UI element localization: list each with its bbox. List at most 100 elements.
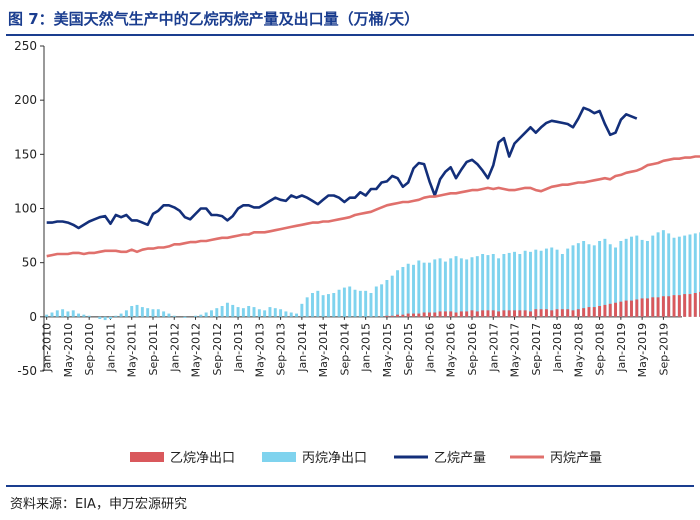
bar-propane-export xyxy=(614,247,618,317)
bar-propane-export xyxy=(635,235,639,317)
legend: 乙烷净出口 丙烷净出口 乙烷产量 丙烷产量 xyxy=(130,451,602,466)
bar-propane-export xyxy=(194,315,197,317)
legend-label: 丙烷产量 xyxy=(550,451,602,466)
x-tick-label: Sep-2010 xyxy=(83,323,96,376)
bar-propane-export xyxy=(624,238,628,317)
legend-label: 丙烷净出口 xyxy=(302,451,367,466)
x-tick-label: Sep-2017 xyxy=(530,323,543,376)
bars xyxy=(45,230,700,321)
bar-propane-export xyxy=(608,244,612,317)
bar-ethane-export xyxy=(624,300,628,317)
bar-ethane-export xyxy=(550,310,554,317)
bar-propane-export xyxy=(300,303,304,317)
bar-propane-export xyxy=(236,307,240,317)
bar-propane-export xyxy=(289,312,293,317)
bar-ethane-export xyxy=(475,311,479,317)
x-tick-label: May-2011 xyxy=(126,323,139,378)
bar-propane-export xyxy=(130,306,134,317)
bar-propane-export xyxy=(108,316,112,319)
bar-propane-export xyxy=(433,259,437,317)
bar-propane-export xyxy=(683,235,687,317)
bar-ethane-export xyxy=(534,309,538,317)
bar-ethane-export xyxy=(497,311,501,317)
bar-propane-export xyxy=(284,311,288,317)
bar-ethane-export xyxy=(449,311,453,317)
bar-ethane-export xyxy=(555,309,559,317)
lines xyxy=(46,106,700,258)
bar-propane-export xyxy=(204,312,208,317)
y-tick-label: -50 xyxy=(17,364,37,378)
x-tick-label: Jan-2013 xyxy=(232,323,245,373)
legend-label: 乙烷产量 xyxy=(434,451,486,466)
source-note: 资料来源：EIA，申万宏源研究 xyxy=(10,497,187,512)
bar-propane-export xyxy=(576,243,580,317)
bar-propane-export xyxy=(630,236,633,317)
bar-ethane-export xyxy=(614,302,618,317)
bar-propane-export xyxy=(592,245,596,317)
line-ethane-production xyxy=(46,106,638,230)
bar-ethane-export xyxy=(481,310,485,317)
bar-propane-export xyxy=(587,244,591,317)
bar-propane-export xyxy=(645,241,649,317)
bar-propane-export xyxy=(135,304,139,317)
bar-propane-export xyxy=(523,250,527,317)
bar-propane-export xyxy=(342,287,346,317)
x-tick-label: May-2012 xyxy=(190,323,203,378)
bar-propane-export xyxy=(50,312,54,317)
bar-ethane-export xyxy=(608,303,612,317)
bar-propane-export xyxy=(582,241,586,317)
bar-ethane-export xyxy=(401,314,405,317)
bar-propane-export xyxy=(140,307,144,317)
bar-propane-export xyxy=(661,230,665,317)
bar-propane-export xyxy=(241,308,245,317)
bar-propane-export xyxy=(385,280,389,317)
bar-propane-export xyxy=(502,254,506,317)
bar-propane-export xyxy=(353,289,357,317)
bar-propane-export xyxy=(550,247,554,317)
bar-ethane-export xyxy=(587,307,591,317)
bar-propane-export xyxy=(167,313,171,317)
bar-propane-export xyxy=(443,261,447,317)
x-tick-label: May-2019 xyxy=(636,323,649,378)
x-tick-label: May-2014 xyxy=(317,323,330,378)
bar-ethane-export xyxy=(566,309,570,317)
bar-ethane-export xyxy=(592,307,596,317)
bar-propane-export xyxy=(199,314,203,317)
bar-propane-export xyxy=(544,248,548,317)
x-tick-label: May-2013 xyxy=(253,323,266,378)
x-tick-label: Jan-2018 xyxy=(551,323,564,373)
bar-propane-export xyxy=(497,258,501,317)
bar-propane-export xyxy=(156,309,160,317)
x-tick-label: Sep-2018 xyxy=(594,323,607,376)
y-tick-label: 250 xyxy=(14,39,37,53)
bar-ethane-export xyxy=(667,296,671,317)
bar-propane-export xyxy=(337,289,341,317)
bar-propane-export xyxy=(656,232,660,317)
bar-propane-export xyxy=(311,293,314,317)
bar-propane-export xyxy=(263,310,267,317)
bar-propane-export xyxy=(571,245,575,317)
bar-ethane-export xyxy=(544,309,548,317)
bar-propane-export xyxy=(172,315,176,317)
bar-propane-export xyxy=(279,309,283,317)
chart: -50 0 50 100 150 200 250 Jan-2010 May-2010 Sep-20… xyxy=(14,39,700,466)
bar-ethane-export xyxy=(672,295,676,317)
bar-propane-export xyxy=(162,311,166,317)
bar-propane-export xyxy=(183,316,187,318)
bar-propane-export xyxy=(257,309,261,317)
bar-propane-export xyxy=(640,239,644,317)
line-propane-production xyxy=(46,155,700,258)
y-tick-label: 150 xyxy=(14,147,37,161)
bar-ethane-export xyxy=(529,311,532,317)
bar-propane-export xyxy=(688,234,692,317)
source-bar: 资料来源：EIA，申万宏源研究 xyxy=(6,485,694,512)
bar-propane-export xyxy=(124,310,128,317)
bar-propane-export xyxy=(401,267,405,317)
bar-propane-export xyxy=(529,251,532,317)
bar-ethane-export xyxy=(518,310,522,317)
bar-ethane-export xyxy=(571,310,575,317)
bar-propane-export xyxy=(305,297,309,317)
bar-ethane-export xyxy=(693,293,697,317)
bar-propane-export xyxy=(316,290,320,317)
title-bar: 图 7：美国天然气生产中的乙烷丙烷产量及出口量（万桶/天） xyxy=(6,4,694,36)
